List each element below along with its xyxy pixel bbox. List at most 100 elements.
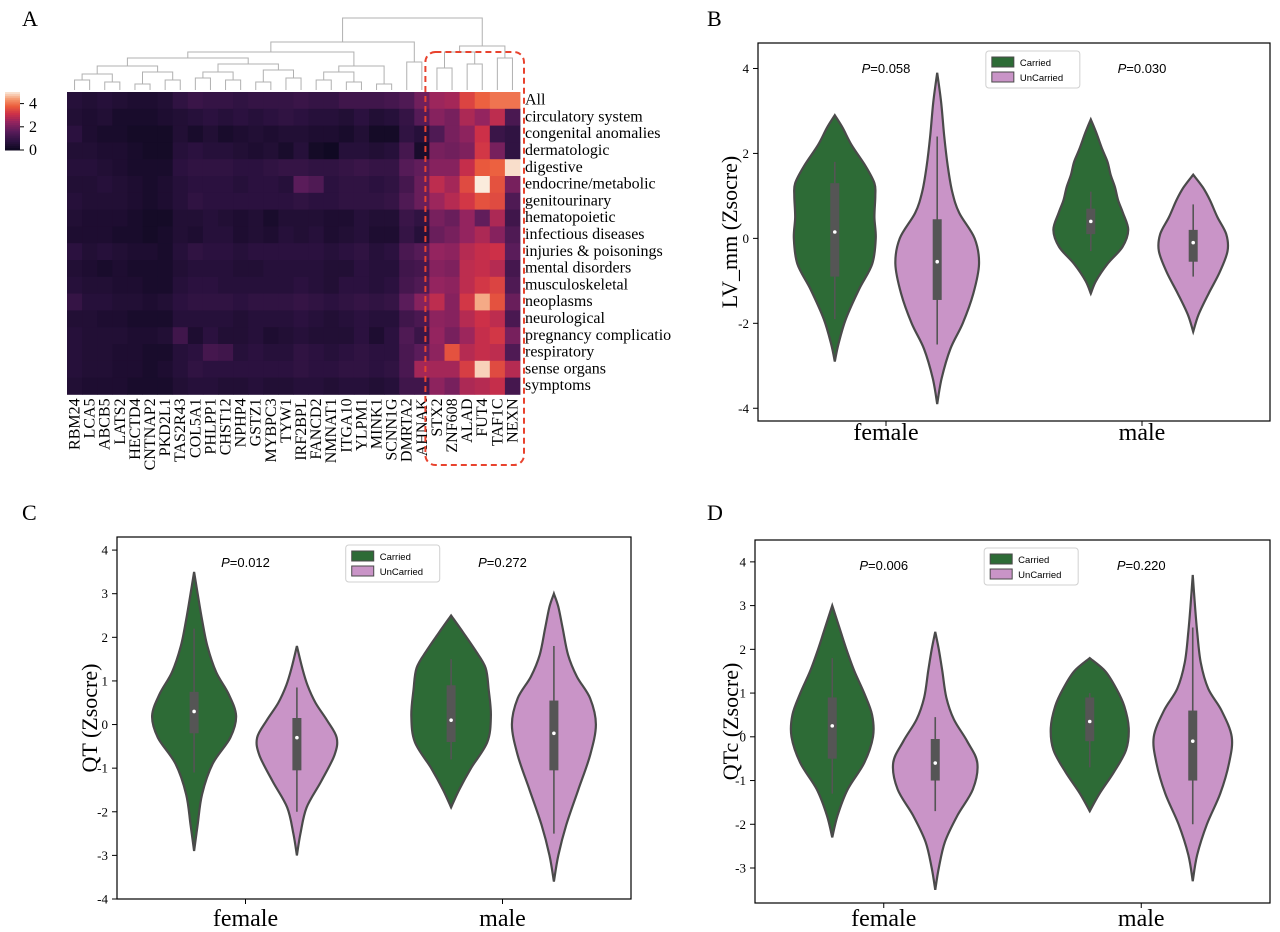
heatmap-col-label: STX2 bbox=[429, 398, 446, 436]
heatmap-cell bbox=[293, 243, 309, 261]
heatmap-cell bbox=[444, 276, 460, 294]
heatmap-cell bbox=[338, 260, 355, 278]
heatmap-cell bbox=[233, 360, 249, 378]
violin-median bbox=[933, 761, 938, 765]
heatmap-cell bbox=[338, 192, 355, 210]
heatmap-cell bbox=[293, 159, 309, 177]
heatmap-cell bbox=[67, 327, 83, 345]
heatmap-cell bbox=[263, 243, 279, 261]
heatmap-cell bbox=[67, 192, 83, 210]
heatmap-cell bbox=[112, 192, 128, 210]
heatmap-cell bbox=[202, 125, 219, 143]
heatmap-cell bbox=[142, 276, 158, 294]
heatmap-cell bbox=[157, 360, 174, 378]
heatmap-cell bbox=[353, 243, 370, 261]
colorbar-segment bbox=[5, 119, 20, 122]
heatmap-cell bbox=[218, 176, 234, 194]
colorbar-tick-label: 4 bbox=[29, 96, 37, 113]
heatmap-cell bbox=[399, 108, 415, 126]
heatmap-col-label: TAS2R43 bbox=[172, 398, 189, 462]
heatmap-row-label: circulatory system bbox=[525, 108, 643, 125]
heatmap-cell bbox=[202, 327, 219, 345]
heatmap-cell bbox=[127, 176, 143, 194]
heatmap-row-label: infectious diseases bbox=[525, 226, 645, 243]
heatmap-cell bbox=[504, 344, 521, 362]
heatmap-cell bbox=[82, 92, 98, 110]
dendrogram-link bbox=[466, 63, 483, 90]
heatmap-cell bbox=[504, 310, 521, 328]
colorbar-segment bbox=[5, 126, 20, 130]
heatmap-cell bbox=[308, 293, 325, 311]
heatmap-cell bbox=[172, 192, 189, 210]
heatmap-cell bbox=[142, 108, 158, 126]
heatmap-cell bbox=[112, 327, 128, 345]
heatmap-cell bbox=[474, 142, 491, 160]
violin-box bbox=[1085, 697, 1095, 742]
plot-frame bbox=[116, 536, 632, 900]
y-tick-label: -1 bbox=[735, 773, 746, 788]
heatmap-cell bbox=[82, 243, 98, 261]
heatmap-cell bbox=[142, 243, 158, 261]
heatmap-cell bbox=[353, 360, 370, 378]
heatmap-cell bbox=[399, 176, 415, 194]
legend: Carried UnCarried bbox=[983, 547, 1079, 586]
heatmap-cell bbox=[218, 377, 234, 395]
heatmap-col-label: NEXN bbox=[504, 398, 521, 443]
panel-letter-D: D bbox=[707, 500, 723, 525]
heatmap-cell bbox=[172, 344, 189, 362]
heatmap-cell bbox=[338, 92, 355, 110]
heatmap-cell bbox=[248, 125, 264, 143]
heatmap-row-label: dermatologic bbox=[525, 142, 609, 159]
y-tick-label: 0 bbox=[740, 729, 747, 744]
heatmap-cell bbox=[429, 226, 445, 244]
heatmap-cell bbox=[338, 377, 355, 395]
heatmap-cell bbox=[142, 260, 158, 278]
heatmap-cell bbox=[489, 209, 506, 227]
heatmap-cell bbox=[172, 209, 189, 227]
dendrogram-link bbox=[345, 81, 362, 90]
heatmap-cell bbox=[112, 108, 128, 126]
violin-box bbox=[830, 183, 840, 277]
heatmap-cell bbox=[218, 276, 234, 294]
heatmap-cell bbox=[157, 176, 174, 194]
heatmap-cell bbox=[187, 344, 204, 362]
heatmap-cell bbox=[97, 192, 113, 210]
heatmap-cell bbox=[429, 125, 445, 143]
violin-box bbox=[1188, 229, 1198, 262]
heatmap-cell bbox=[323, 293, 340, 311]
heatmap-cell bbox=[172, 108, 189, 126]
heatmap-cell bbox=[142, 92, 158, 110]
heatmap-col-label: AHNAK bbox=[414, 398, 431, 456]
heatmap-cell bbox=[263, 159, 279, 177]
y-tick-label: 2 bbox=[743, 146, 750, 161]
heatmap-cell bbox=[399, 226, 415, 244]
heatmap-cell bbox=[444, 243, 460, 261]
heatmap-cell bbox=[323, 360, 340, 378]
heatmap-cell bbox=[218, 108, 234, 126]
heatmap-cell bbox=[82, 142, 98, 160]
heatmap-cell bbox=[444, 327, 460, 345]
heatmap-cell bbox=[278, 243, 294, 261]
heatmap-cell bbox=[218, 243, 234, 261]
heatmap-cell bbox=[293, 125, 309, 143]
heatmap-cell bbox=[504, 327, 521, 345]
heatmap-cell bbox=[399, 360, 415, 378]
heatmap-col-label: FUT4 bbox=[474, 398, 491, 436]
y-tick-label: 3 bbox=[740, 598, 747, 613]
heatmap-cell bbox=[474, 108, 491, 126]
heatmap-cell bbox=[82, 360, 98, 378]
heatmap-cell bbox=[142, 209, 158, 227]
heatmap-cell bbox=[157, 327, 174, 345]
heatmap-cell bbox=[459, 377, 476, 395]
heatmap-cell bbox=[97, 310, 113, 328]
heatmap-cell bbox=[474, 260, 491, 278]
heatmap-col-label: ZNF608 bbox=[444, 398, 461, 452]
heatmap-cell bbox=[187, 142, 204, 160]
heatmap-cell bbox=[474, 92, 491, 110]
legend: Carried UnCarried bbox=[345, 544, 441, 583]
p-value-label: P=0.220 bbox=[1117, 558, 1166, 573]
heatmap-cell bbox=[429, 192, 445, 210]
heatmap-cell bbox=[142, 377, 158, 395]
heatmap-cell bbox=[218, 125, 234, 143]
